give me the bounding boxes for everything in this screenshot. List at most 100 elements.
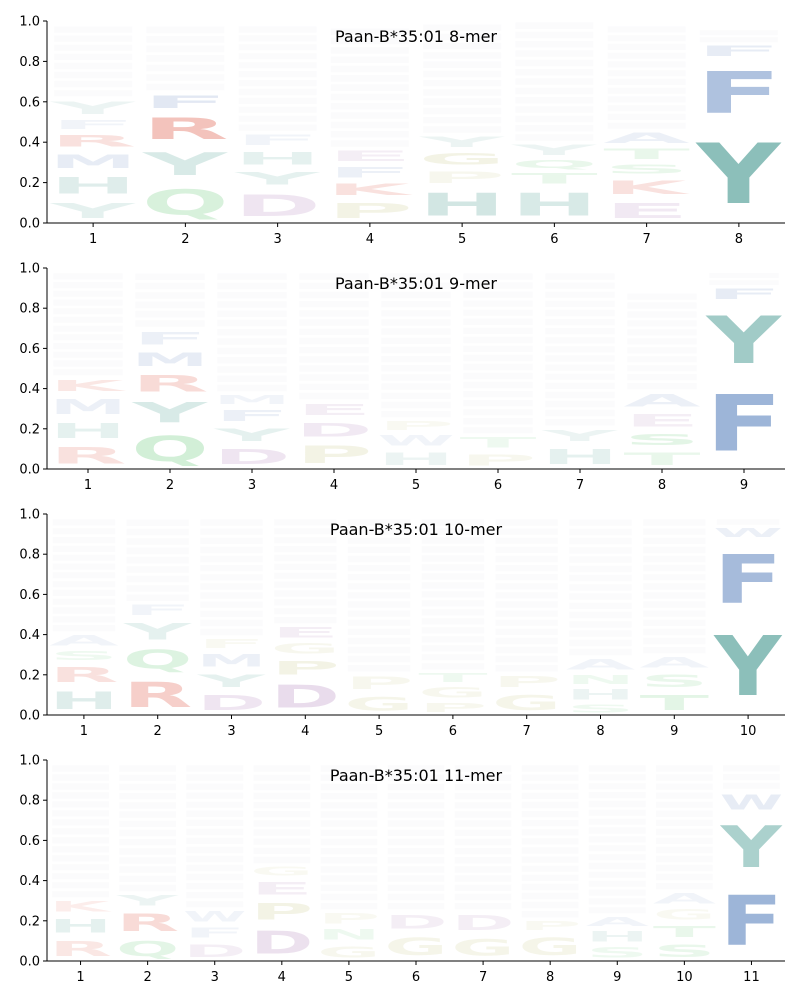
logo-minor-residues <box>521 911 579 918</box>
logo-minor-residues <box>545 273 615 280</box>
logo-letter-d: D <box>452 911 515 935</box>
logo-minor-residues <box>330 112 409 119</box>
logo-minor-residues <box>186 873 244 881</box>
logo-minor-residues <box>217 310 287 318</box>
logo-minor-residues <box>387 866 445 873</box>
logo-letter-d: D <box>234 189 321 223</box>
logo-minor-residues <box>347 555 411 563</box>
logo-minor-residues <box>52 855 109 862</box>
x-tick-label: 1 <box>89 232 97 247</box>
logo-minor-residues <box>588 871 646 878</box>
logo-minor-residues <box>423 24 502 31</box>
logo-minor-residues <box>52 536 116 544</box>
x-tick-label: 7 <box>479 970 487 985</box>
logo-minor-residues <box>463 363 533 371</box>
logo-minor-residues <box>52 837 109 844</box>
logo-minor-residues <box>53 308 123 315</box>
logo-minor-residues <box>545 391 615 399</box>
x-tick-label: 3 <box>227 724 235 739</box>
logo-minor-residues <box>253 838 311 845</box>
logo-minor-residues <box>299 328 369 335</box>
logo-minor-residues <box>200 592 263 599</box>
logo-letter-h: H <box>511 187 598 223</box>
logo-minor-residues <box>569 602 632 610</box>
logo-minor-residues <box>515 31 594 39</box>
chart-title: Paan-B*35:01 11-mer <box>330 766 503 785</box>
logo-minor-residues <box>627 365 697 372</box>
logo-letter-a: A <box>653 891 716 907</box>
logo-minor-residues <box>454 792 512 800</box>
logo-minor-residues <box>381 319 451 326</box>
logo-minor-residues <box>655 819 713 826</box>
logo-minor-residues <box>53 360 123 367</box>
logo-minor-residues <box>515 87 594 95</box>
logo-minor-residues <box>299 356 369 363</box>
logo-letter-t: T <box>418 671 487 685</box>
logo-letter-q: Q <box>116 937 179 961</box>
logo-minor-residues <box>627 356 697 363</box>
x-tick-label: 2 <box>143 970 151 985</box>
logo-minor-residues <box>643 628 706 636</box>
logo-minor-residues <box>627 311 697 318</box>
logo-minor-residues <box>330 121 409 129</box>
logo-letter-q: Q <box>142 183 229 223</box>
logo-minor-residues <box>320 893 378 901</box>
logo-minor-residues <box>454 783 512 791</box>
logo-letter-f: F <box>696 60 783 126</box>
logo-letter-s: S <box>586 945 649 961</box>
logo-minor-residues <box>52 828 109 835</box>
logo-letter-y: Y <box>131 397 209 429</box>
logo-minor-residues <box>723 782 780 789</box>
logo-minor-residues <box>521 838 579 845</box>
logo-letter-w: W <box>720 791 783 815</box>
logo-minor-residues <box>588 765 646 772</box>
logo-minor-residues <box>545 282 615 289</box>
logo-minor-residues <box>588 800 646 808</box>
logo-minor-residues <box>545 328 615 335</box>
logo-minor-residues <box>135 301 205 309</box>
logo-letter-r: R <box>50 132 137 150</box>
logo-minor-residues <box>320 783 378 791</box>
logo-minor-residues <box>569 537 632 545</box>
logo-minor-residues <box>515 124 594 132</box>
y-tick-label: 1.0 <box>19 262 40 277</box>
logo-minor-residues <box>54 71 133 79</box>
logo-minor-residues <box>299 319 369 326</box>
logo-minor-residues <box>253 783 311 791</box>
x-tick-label: 2 <box>181 232 189 247</box>
logo-minor-residues <box>454 774 512 781</box>
logo-minor-residues <box>423 89 502 96</box>
logo-minor-residues <box>655 837 713 845</box>
logo-minor-residues <box>421 600 485 607</box>
logo-letter-r: R <box>142 112 229 146</box>
logo-minor-residues <box>126 566 189 573</box>
x-tick-label: 3 <box>248 478 256 493</box>
logo-minor-residues <box>217 338 287 345</box>
logo-minor-residues <box>119 857 177 864</box>
logo-minor-residues <box>655 882 713 890</box>
logo-minor-residues <box>126 575 189 583</box>
logo-minor-residues <box>126 519 189 526</box>
logo-minor-residues <box>119 829 177 837</box>
logo-minor-residues <box>627 374 697 381</box>
y-tick-label: 0.6 <box>19 834 40 849</box>
logo-minor-residues <box>387 875 445 882</box>
logo-letter-p: P <box>459 451 536 469</box>
logo-letter-k: K <box>603 177 689 199</box>
logo-letter-p: P <box>419 169 506 187</box>
logo-minor-residues <box>320 829 378 837</box>
logo-minor-residues <box>454 811 512 818</box>
logo-minor-residues <box>52 528 116 535</box>
logo-minor-residues <box>655 765 713 772</box>
logo-minor-residues <box>569 584 632 591</box>
logo-minor-residues <box>381 365 451 372</box>
logo-minor-residues <box>52 519 116 526</box>
logo-minor-residues <box>330 28 409 35</box>
logo-minor-residues <box>495 555 558 563</box>
logo-minor-residues <box>217 366 287 373</box>
logo-minor-residues <box>253 820 311 827</box>
logo-letter-m: M <box>131 349 208 371</box>
logo-minor-residues <box>495 528 558 535</box>
logo-minor-residues <box>387 792 445 800</box>
logo-minor-residues <box>253 856 311 864</box>
